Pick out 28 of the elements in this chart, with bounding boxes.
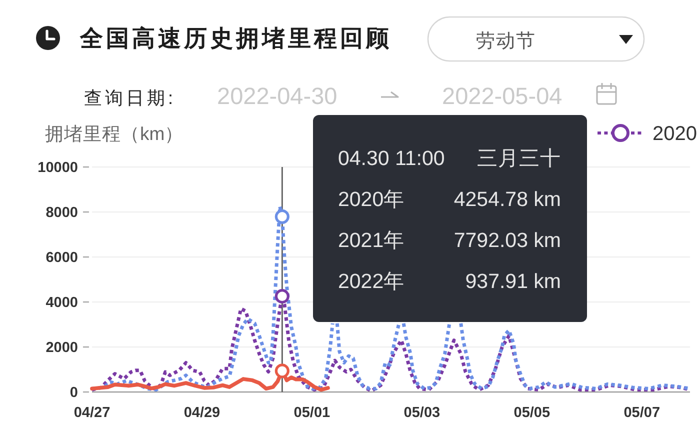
x-tick-label: 04/27: [74, 405, 110, 421]
y-tick-label: 6000: [46, 250, 78, 266]
y-tick-label: 0: [70, 385, 78, 401]
y-tick-label: 2000: [46, 340, 78, 356]
chart-title: 全国高速历史拥堵里程回顾: [79, 25, 392, 51]
y-axis-title: 拥堵里程（km）: [45, 123, 184, 144]
x-tick-label: 04/29: [184, 405, 220, 421]
point: [274, 288, 290, 304]
annotation: 2021年: [338, 229, 405, 252]
legend-label: 2020: [652, 123, 697, 145]
point: [274, 364, 290, 378]
annotation: 三月三十: [477, 147, 561, 170]
x-tick-label: 05/07: [624, 405, 660, 421]
y-tick-label: 4000: [46, 295, 78, 311]
annotation: 7792.03 km: [454, 229, 561, 252]
text: 劳动节: [476, 31, 536, 52]
annotation: 2020年: [338, 188, 405, 211]
x-tick-label: 05/01: [294, 405, 330, 421]
annotation: 937.91 km: [465, 270, 561, 293]
x-tick-label: 05/05: [514, 405, 550, 421]
annotation: 4254.78 km: [454, 188, 561, 211]
y-tick-label: 10000: [38, 160, 78, 176]
y-tick-label: 8000: [46, 205, 78, 221]
annotation: 04.30 11:00: [338, 147, 445, 170]
point: [274, 209, 290, 224]
text: 查询日期:: [84, 88, 176, 108]
annotation: 2022年: [338, 270, 405, 293]
x-tick-label: 05/03: [404, 405, 440, 421]
